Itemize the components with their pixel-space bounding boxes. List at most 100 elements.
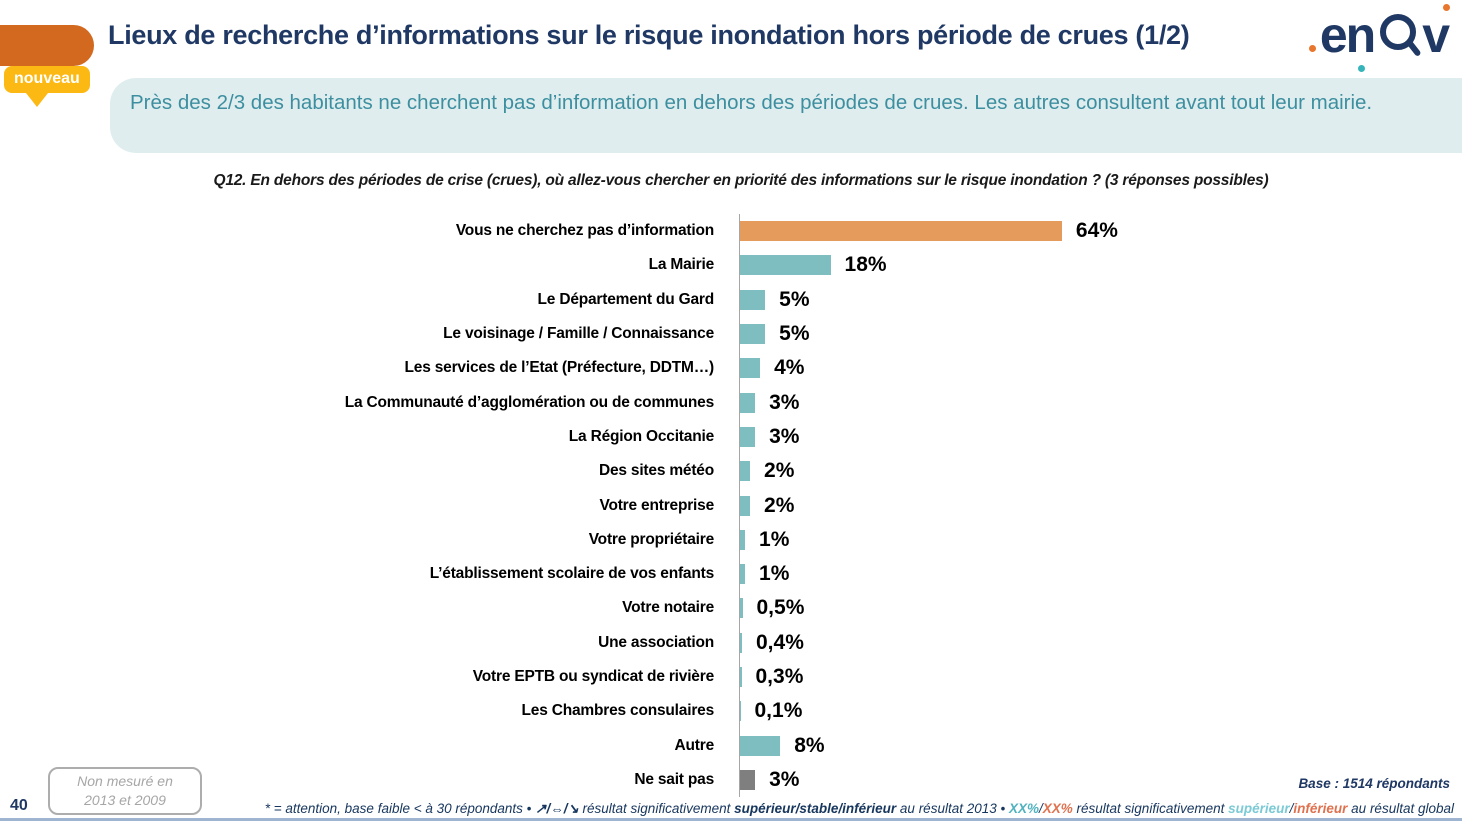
chart-row: Votre EPTB ou syndicat de rivière 0,3%: [145, 659, 1462, 695]
chart-row: La Communauté d’agglomération ou de comm…: [145, 385, 1462, 420]
bottom-divider: [0, 818, 1462, 821]
value-label: 18%: [844, 253, 887, 277]
bar: [740, 667, 742, 687]
footnote-segment: XX%: [1042, 801, 1073, 816]
footnote-segment: résultat significativement: [1072, 801, 1229, 816]
value-label: 5%: [779, 322, 810, 346]
category-label: Des sites météo: [598, 462, 714, 480]
bar-cell: 1%: [739, 556, 1462, 592]
bar-cell: 0,1%: [739, 694, 1462, 729]
category-label: Le Département du Gard: [537, 290, 715, 308]
chart-row: Votre entreprise 2%: [145, 488, 1462, 523]
bar-cell: 64%: [739, 214, 1462, 249]
chart-row: La Mairie 18%: [145, 248, 1462, 283]
footnote-segment: au résultat 2013 •: [896, 801, 1009, 816]
category-label: Les Chambres consulaires: [521, 702, 715, 720]
value-label: 2%: [764, 493, 795, 517]
bar-cell: 4%: [739, 351, 1462, 386]
category-label: Ne sait pas: [634, 770, 714, 788]
bar: [740, 324, 766, 345]
bar-cell: 3%: [739, 762, 1462, 798]
footnote-segment: résultat significativement: [578, 801, 735, 816]
bar: [740, 632, 742, 653]
bar-cell: 5%: [739, 282, 1462, 317]
bar-cell: 8%: [739, 728, 1462, 763]
value-label: 64%: [1075, 219, 1118, 243]
enov-logo-row: e n v: [1308, 4, 1450, 72]
bar: [740, 289, 766, 310]
chart-row: Le Département du Gard 5%: [145, 282, 1462, 317]
footnote-legend: * = attention, base faible < à 30 répond…: [265, 801, 1454, 817]
logo-orange-dot2-icon: [1443, 4, 1450, 11]
footnote-segment: supérieur/stable/inférieur: [734, 801, 897, 816]
note-box-line1: Non mesuré en: [77, 773, 173, 790]
enov-logo: e n v: [1308, 4, 1450, 72]
chart-row: Votre notaire 0,5%: [145, 591, 1462, 626]
category-label: Votre entreprise: [599, 496, 714, 514]
chart-row: Autre 8%: [145, 728, 1462, 763]
bar: [740, 495, 751, 516]
nouveau-badge: nouveau: [4, 66, 90, 93]
bar: [740, 392, 756, 413]
footnote-segment: inférieur: [1293, 801, 1348, 816]
footnote-segment: supérieur: [1228, 801, 1290, 816]
chart-row: Des sites météo 2%: [145, 454, 1462, 489]
category-label: Les services de l’Etat (Préfecture, DDTM…: [404, 359, 715, 377]
chart-row: Les services de l’Etat (Préfecture, DDTM…: [145, 351, 1462, 386]
chart-row: Votre propriétaire 1%: [145, 522, 1462, 557]
nouveau-badge-tail: [26, 93, 48, 107]
category-label: La Mairie: [648, 256, 715, 274]
bar-cell: 2%: [739, 454, 1462, 489]
bar: [740, 598, 743, 619]
value-label: 8%: [794, 733, 825, 757]
value-label: 0,1%: [754, 699, 803, 723]
category-label: Le voisinage / Famille / Connaissance: [443, 325, 714, 343]
category-label: Votre propriétaire: [588, 530, 715, 548]
note-box-line2: 2013 et 2009: [84, 792, 166, 808]
chart-row: Une association 0,4%: [145, 625, 1462, 660]
chart-row: Le voisinage / Famille / Connaissance 5%: [145, 316, 1462, 352]
bar: [740, 564, 746, 585]
title-accent-bar: [0, 25, 94, 66]
footnote-segment: ↗/⇔/↘: [535, 801, 579, 816]
bar-cell: 5%: [739, 316, 1462, 352]
value-label: 0,3%: [755, 665, 804, 688]
base-note: Base : 1514 répondants: [1298, 776, 1450, 791]
category-label: Votre notaire: [622, 599, 714, 617]
logo-teal-dot-icon: [1357, 65, 1365, 72]
magnifier-icon: [1380, 14, 1422, 58]
question-text: Q12. En dehors des périodes de crise (cr…: [213, 172, 1269, 189]
bar-cell: 0,3%: [739, 659, 1462, 695]
page-number: 40: [10, 797, 28, 814]
category-label: La Communauté d’agglomération ou de comm…: [344, 393, 714, 411]
magnifier-handle: [1406, 39, 1422, 58]
value-label: 5%: [779, 287, 810, 311]
bar-cell: 2%: [739, 488, 1462, 523]
bar: [740, 358, 761, 379]
bar: [740, 221, 1062, 242]
value-label: 0,4%: [756, 630, 804, 654]
logo-letter-e: e: [1319, 7, 1348, 63]
category-label: Une association: [598, 633, 714, 651]
bar-cell: 1%: [739, 522, 1462, 557]
logo-orange-dot-icon: [1308, 44, 1316, 52]
summary-banner: Près des 2/3 des habitants ne cherchent …: [110, 78, 1462, 153]
chart-row: Ne sait pas 3%: [145, 762, 1462, 798]
logo-letter-v: v: [1422, 4, 1450, 64]
value-label: 3%: [769, 424, 800, 448]
value-label: 4%: [774, 356, 805, 380]
chart-row: La Région Occitanie 3%: [145, 419, 1462, 455]
bar-cell: 18%: [739, 248, 1462, 283]
footnote-segment: au résultat global: [1347, 801, 1454, 816]
chart-row: Vous ne cherchez pas d’information 64%: [145, 214, 1462, 249]
bar-cell: 0,5%: [739, 591, 1462, 626]
chart-row: L’établissement scolaire de vos enfants 1…: [145, 556, 1462, 592]
value-label: 3%: [769, 390, 800, 414]
bar: [740, 769, 756, 790]
value-label: 3%: [769, 767, 800, 791]
footnote-segment: /: [1289, 801, 1294, 816]
category-label: Autre: [674, 736, 715, 754]
bar-cell: 0,4%: [739, 625, 1462, 660]
category-label: Vous ne cherchez pas d’information: [455, 222, 714, 240]
